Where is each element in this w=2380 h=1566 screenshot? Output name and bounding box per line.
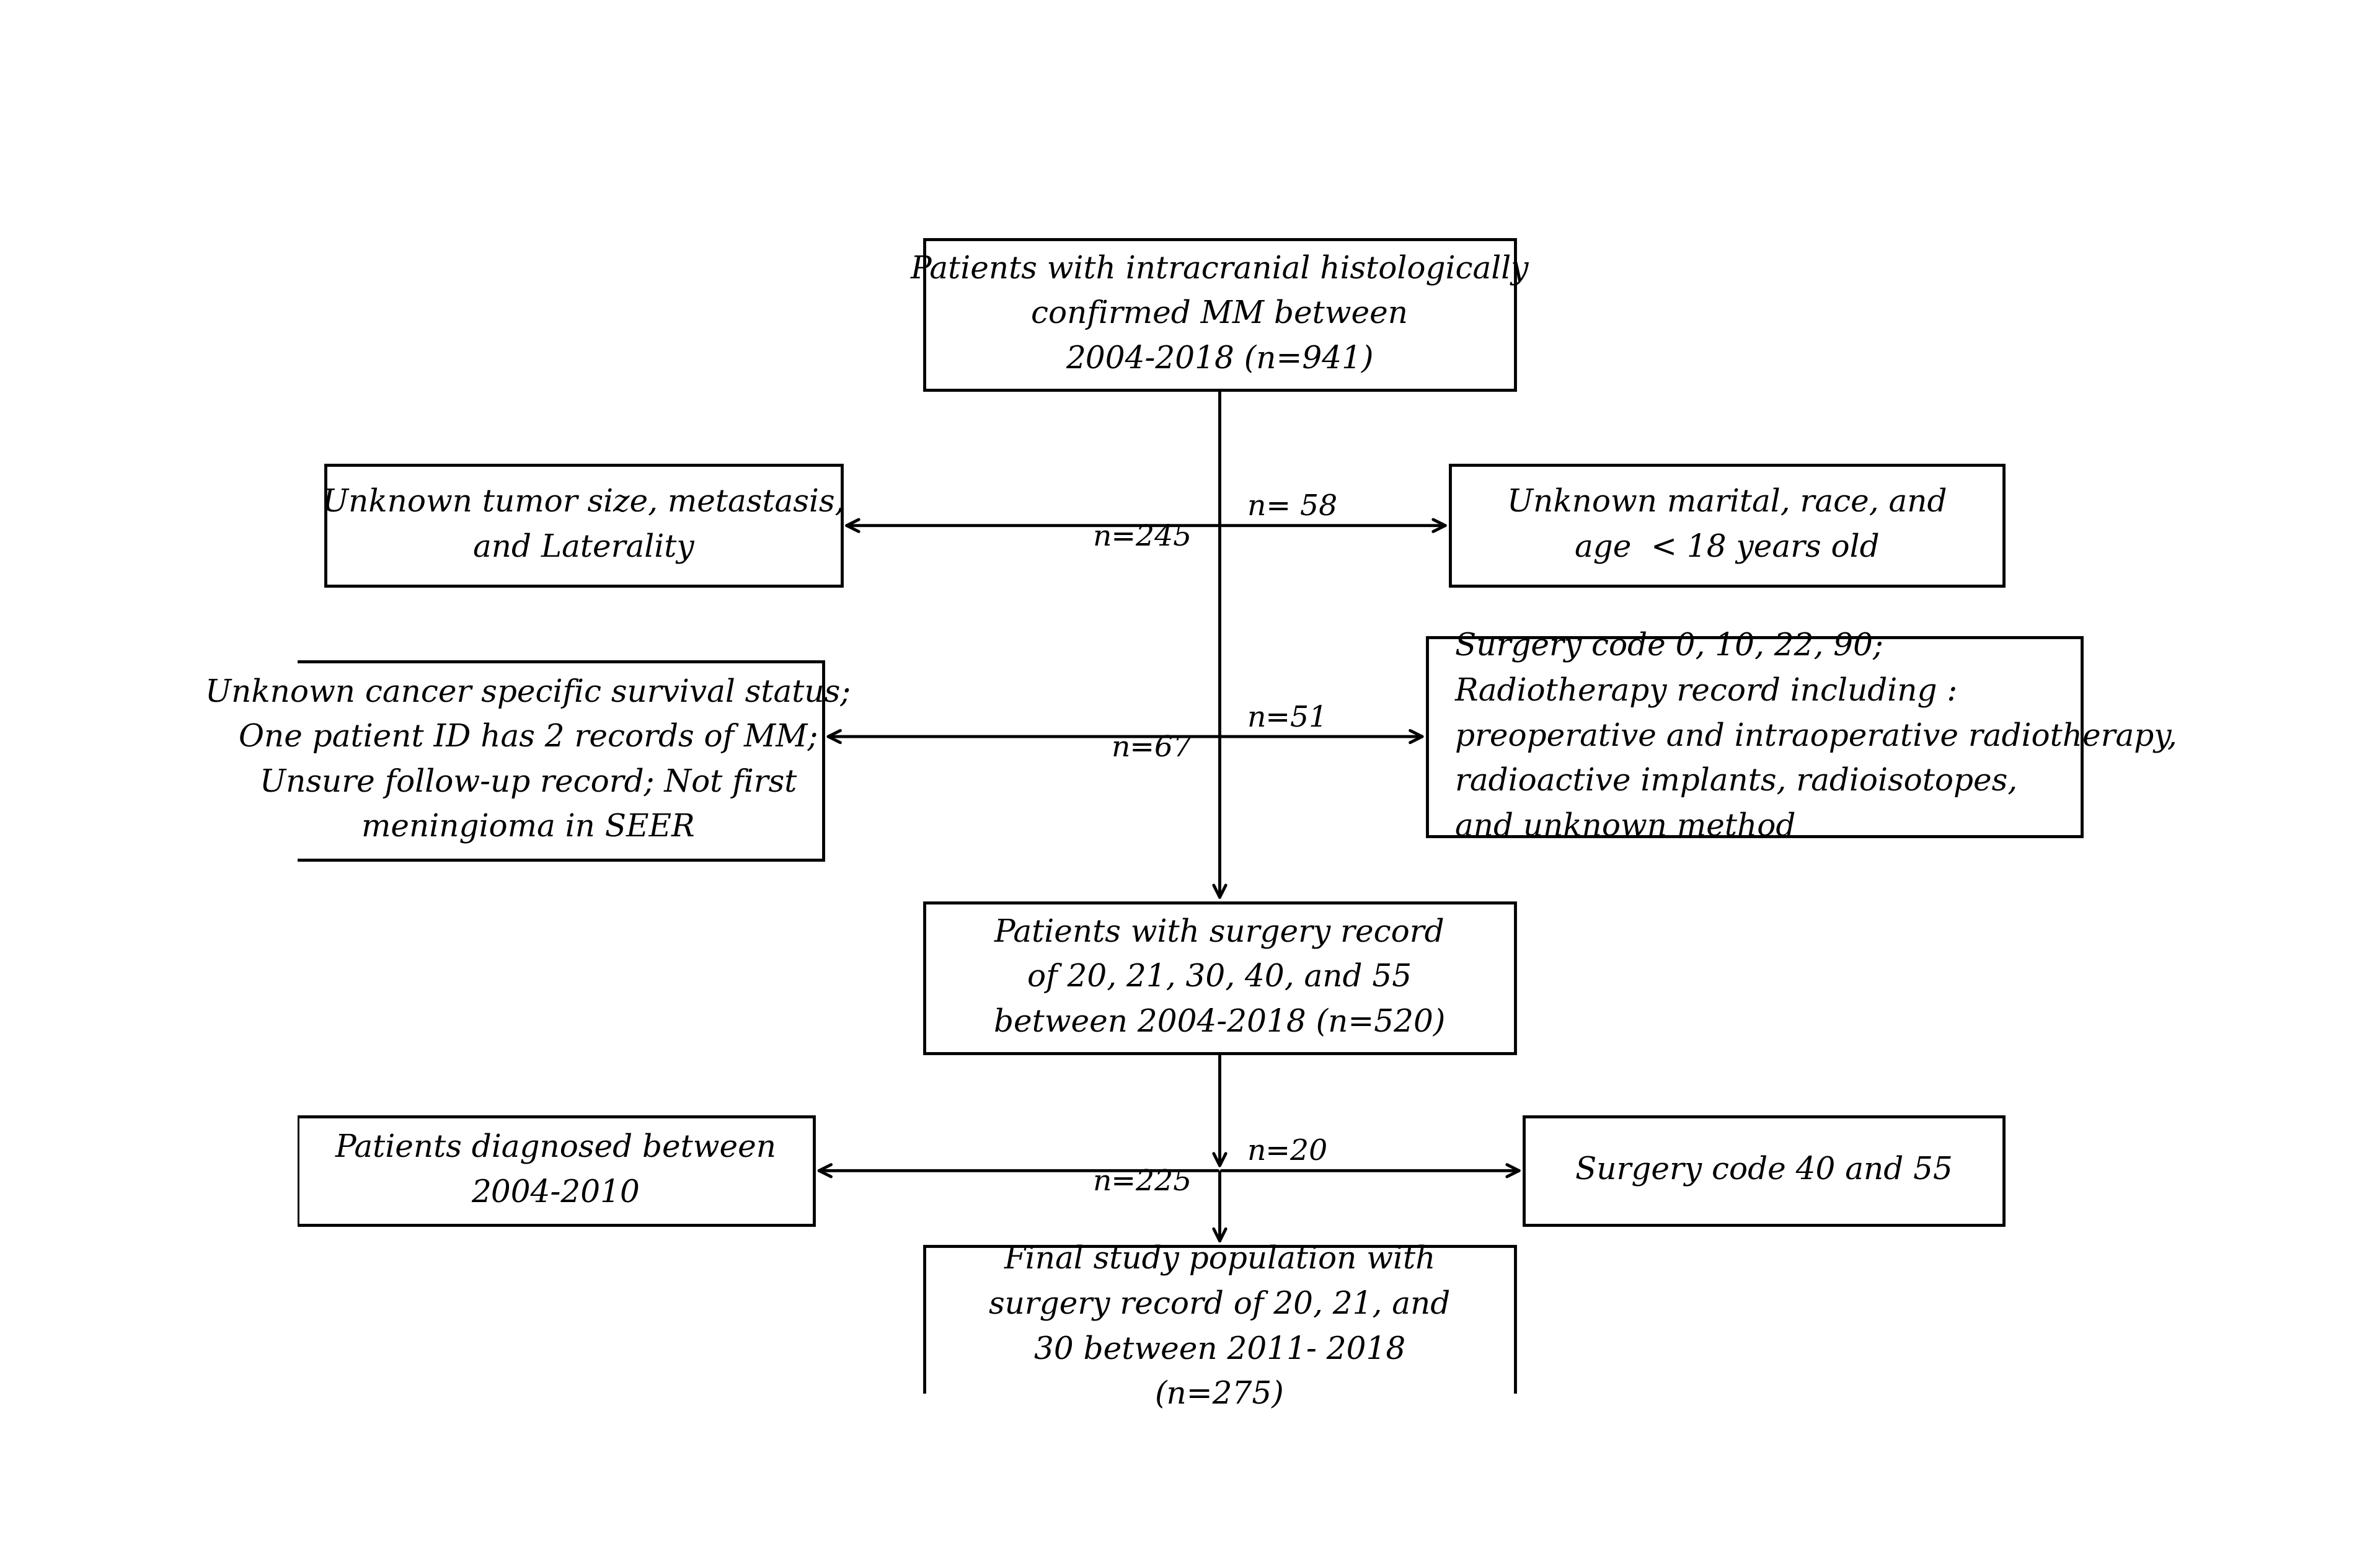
- FancyBboxPatch shape: [326, 465, 843, 586]
- Text: n=245: n=245: [1092, 523, 1192, 551]
- Text: n=67: n=67: [1111, 734, 1192, 763]
- Text: Unknown marital, race, and
age  < 18 years old: Unknown marital, race, and age < 18 year…: [1507, 487, 1947, 564]
- Text: n=51: n=51: [1247, 705, 1328, 733]
- Text: Unknown cancer specific survival status;
One patient ID has 2 records of MM;
Uns: Unknown cancer specific survival status;…: [205, 678, 850, 844]
- Text: n=225: n=225: [1092, 1168, 1192, 1196]
- FancyBboxPatch shape: [1428, 637, 2082, 836]
- FancyBboxPatch shape: [233, 661, 823, 860]
- FancyBboxPatch shape: [923, 240, 1514, 390]
- Text: Surgery code 0, 10, 22, 90;
Radiotherapy record including :
preoperative and int: Surgery code 0, 10, 22, 90; Radiotherapy…: [1454, 631, 2178, 843]
- Text: Patients diagnosed between
2004-2010: Patients diagnosed between 2004-2010: [336, 1132, 776, 1209]
- Text: Patients with surgery record
of 20, 21, 30, 40, and 55
between 2004-2018 (n=520): Patients with surgery record of 20, 21, …: [995, 918, 1445, 1038]
- FancyBboxPatch shape: [298, 1117, 814, 1225]
- Text: Final study population with
surgery record of 20, 21, and
30 between 2011- 2018
: Final study population with surgery reco…: [990, 1245, 1449, 1411]
- Text: n=20: n=20: [1247, 1138, 1328, 1167]
- Text: Unknown tumor size, metastasis,
and Laterality: Unknown tumor size, metastasis, and Late…: [321, 487, 845, 564]
- Text: Surgery code 40 and 55: Surgery code 40 and 55: [1576, 1156, 1952, 1185]
- Text: n= 58: n= 58: [1247, 493, 1338, 521]
- FancyBboxPatch shape: [923, 902, 1514, 1052]
- Text: Patients with intracranial histologically
confirmed MM between
2004-2018 (n=941): Patients with intracranial histologicall…: [912, 254, 1528, 374]
- FancyBboxPatch shape: [923, 1247, 1514, 1409]
- FancyBboxPatch shape: [1523, 1117, 2004, 1225]
- FancyBboxPatch shape: [1449, 465, 2004, 586]
